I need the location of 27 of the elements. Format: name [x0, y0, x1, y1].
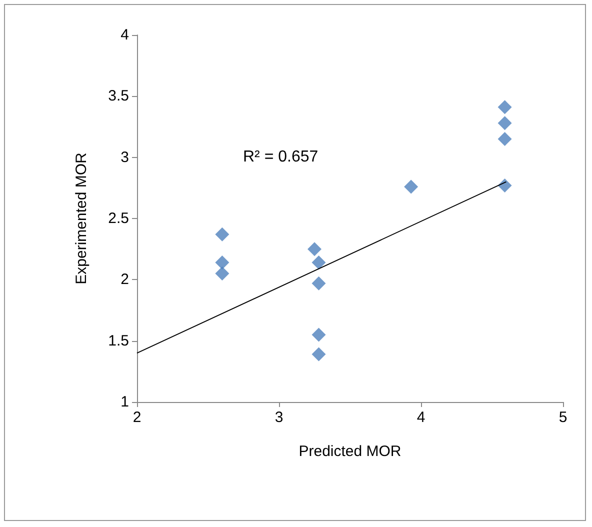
point — [498, 178, 512, 192]
x-tick-label: 5 — [558, 409, 568, 426]
point — [308, 242, 322, 256]
point — [312, 276, 326, 290]
point — [312, 328, 326, 342]
x-axis-title: Predicted MOR — [298, 443, 402, 460]
y-tick-label: 3.5 — [108, 88, 129, 105]
y-tick-label: 3 — [120, 148, 129, 166]
y-tick-label: 4 — [120, 26, 129, 44]
y-tick-label: 2 — [120, 271, 129, 288]
point — [215, 256, 230, 270]
point — [312, 347, 326, 362]
point — [498, 132, 512, 146]
y-tick-label: 1.5 — [108, 332, 129, 350]
y-tick-label: 1 — [120, 394, 129, 410]
annotation: R² = 0.657 — [243, 148, 318, 166]
point — [498, 116, 512, 130]
x-tick-label: 4 — [416, 409, 426, 426]
point — [215, 227, 230, 242]
point — [215, 266, 230, 281]
y-tick-label: 2.5 — [108, 210, 129, 227]
y-axis-title: Experimented MOR — [73, 152, 90, 284]
x-tick-label: 2 — [132, 409, 142, 426]
point — [312, 256, 326, 270]
point — [498, 100, 512, 114]
point — [404, 180, 418, 194]
x-tick-label: 3 — [274, 409, 284, 426]
